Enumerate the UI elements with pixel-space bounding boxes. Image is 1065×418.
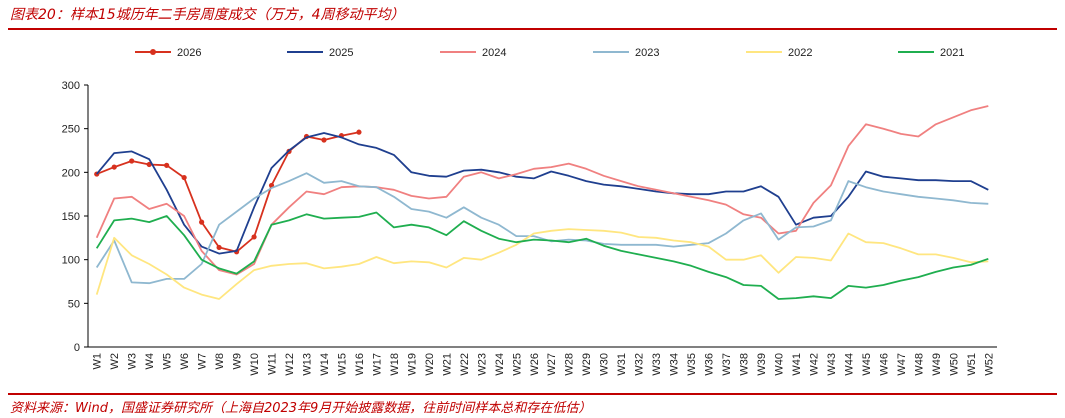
chart-title: 图表20：样本15城历年二手房周度成交（万方，4周移动平均） xyxy=(10,7,405,23)
x-tick-label: W18 xyxy=(389,353,401,376)
x-tick-label: W15 xyxy=(336,353,348,376)
legend-label: 2026 xyxy=(177,47,201,59)
series-marker xyxy=(129,158,135,164)
series-marker xyxy=(321,137,327,143)
x-tick-label: W26 xyxy=(529,353,541,376)
legend-marker xyxy=(150,49,156,55)
source-note: 资料来源：Wind，国盛证券研究所（上海自2023年9月开始披露数据，往前时间样… xyxy=(10,401,592,416)
x-tick-label: W49 xyxy=(931,353,943,376)
series-marker xyxy=(251,234,257,240)
x-tick-label: W23 xyxy=(476,353,488,376)
x-tick-label: W32 xyxy=(634,353,646,376)
legend-label: 2021 xyxy=(940,47,964,59)
chart: 0 50 100 150 200 250 300 W1 W2 W3 W4 W5 W6 W7 W8 W9 W10 W… xyxy=(62,47,997,376)
x-tick-label: W5 xyxy=(162,353,174,370)
x-tick-label: W6 xyxy=(179,353,191,370)
y-tick-label: 100 xyxy=(62,255,80,267)
series-line xyxy=(95,105,989,276)
x-tick-label: W31 xyxy=(616,353,628,376)
x-tick-label: W34 xyxy=(669,353,681,376)
x-tick-label: W52 xyxy=(983,353,995,376)
y-tick-label: 300 xyxy=(62,80,80,92)
x-tick-label: W3 xyxy=(127,353,139,370)
x-tick-label: W35 xyxy=(686,353,698,376)
x-tick-label: W48 xyxy=(913,353,925,376)
x-tick-label: W4 xyxy=(144,353,156,370)
series-marker xyxy=(181,174,187,181)
x-tick-label: W30 xyxy=(599,353,611,376)
series-line xyxy=(95,172,989,285)
y-tick-label: 50 xyxy=(68,298,80,310)
x-tick-label: W21 xyxy=(441,353,453,376)
x-tick-label: W22 xyxy=(459,353,471,376)
series-marker xyxy=(111,164,117,170)
x-tick-label: W20 xyxy=(424,353,436,376)
x-tick-label: W9 xyxy=(232,353,244,370)
x-tick-label: W47 xyxy=(896,353,908,376)
x-tick-label: W14 xyxy=(319,353,331,376)
x-tick-label: W38 xyxy=(739,353,751,376)
legend-label: 2025 xyxy=(329,47,353,59)
x-tick-label: W36 xyxy=(704,353,716,376)
y-tick-label: 0 xyxy=(74,342,80,354)
x-tick-label: W45 xyxy=(861,353,873,376)
x-tick-label: W42 xyxy=(808,353,820,376)
x-tick-label: W27 xyxy=(546,353,558,376)
series-marker xyxy=(216,244,222,251)
source-rule xyxy=(8,393,1057,395)
x-tick-label: W37 xyxy=(721,353,733,376)
series-line xyxy=(96,132,989,255)
series-line xyxy=(95,228,989,300)
series-line xyxy=(95,211,989,300)
legend-label: 2022 xyxy=(788,47,812,59)
legend-label: 2024 xyxy=(482,47,506,59)
x-tick-label: W13 xyxy=(302,353,314,376)
x-tick-label: W10 xyxy=(249,353,261,376)
series-line xyxy=(96,131,360,253)
x-tick-label: W19 xyxy=(406,353,418,376)
y-tick-label: 200 xyxy=(62,167,80,179)
x-tick-label: W24 xyxy=(494,353,506,376)
x-tick-label: W44 xyxy=(843,353,855,376)
legend-label: 2023 xyxy=(635,47,659,59)
title-rule xyxy=(8,28,1057,30)
x-tick-label: W12 xyxy=(284,353,296,376)
x-tick-label: W40 xyxy=(773,353,785,376)
series-marker xyxy=(164,162,170,168)
x-tick-label: W50 xyxy=(948,353,960,376)
y-tick-label: 150 xyxy=(62,211,80,223)
x-tick-label: W39 xyxy=(756,353,768,376)
x-tick-label: W25 xyxy=(511,353,523,376)
x-tick-label: W46 xyxy=(878,353,890,376)
x-tick-label: W7 xyxy=(197,353,209,370)
x-tick-label: W11 xyxy=(267,353,279,375)
x-tick-label: W51 xyxy=(966,353,978,376)
x-tick-label: W8 xyxy=(214,353,226,370)
x-tick-label: W16 xyxy=(354,353,366,376)
x-tick-label: W41 xyxy=(791,353,803,376)
x-tick-label: W17 xyxy=(371,353,383,376)
x-tick-label: W2 xyxy=(109,353,121,370)
x-tick-label: W29 xyxy=(581,353,593,376)
series-marker xyxy=(199,219,205,225)
y-tick-label: 250 xyxy=(62,124,80,136)
x-tick-label: W43 xyxy=(826,353,838,376)
x-tick-label: W28 xyxy=(564,353,576,376)
x-tick-label: W33 xyxy=(651,353,663,376)
x-tick-label: W1 xyxy=(92,353,104,370)
series-marker xyxy=(356,129,362,135)
